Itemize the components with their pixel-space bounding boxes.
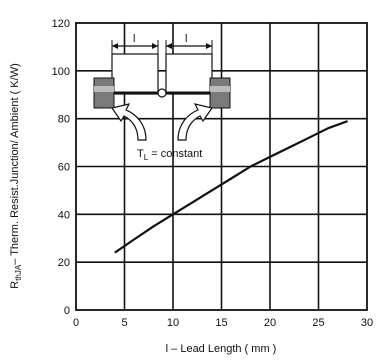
arrowhead-left <box>112 43 118 49</box>
x-tick-label: 0 <box>73 317 79 329</box>
heatsink-right <box>209 77 231 109</box>
y-tick-label: 60 <box>58 162 70 174</box>
x-tick-label: 25 <box>312 317 324 329</box>
y-tick-label: 80 <box>58 114 70 126</box>
lead-mounting-diagram: l l TL = constant <box>93 33 231 162</box>
constant-temperature-label: TL = constant <box>137 148 202 162</box>
y-tick-label: 100 <box>52 66 70 78</box>
lead-box-right <box>165 53 213 95</box>
y-tick-label: 40 <box>58 209 70 221</box>
x-tick-label: 30 <box>361 317 373 329</box>
lead-box-left <box>111 53 159 95</box>
x-tick-label: 5 <box>121 317 127 329</box>
arrowhead-right <box>206 43 212 49</box>
x-tick-label: 15 <box>215 317 227 329</box>
lead-length-label-right: l <box>185 33 187 45</box>
y-tick-label: 0 <box>64 305 70 317</box>
y-tick-label: 20 <box>58 257 70 269</box>
y-tick-label: 120 <box>52 18 70 30</box>
heat-arrow-right <box>177 103 213 141</box>
x-tick-label: 20 <box>264 317 276 329</box>
series-line <box>114 120 348 254</box>
plot-frame <box>75 22 368 311</box>
plot-area: 0 5 10 15 20 25 30 0 20 40 60 80 100 120 <box>52 18 373 329</box>
heat-arrow-left <box>111 103 147 141</box>
arrowhead-left <box>152 43 158 49</box>
heatsink-left <box>93 77 115 109</box>
arrowhead-right <box>166 43 172 49</box>
x-tick-label: 10 <box>167 317 179 329</box>
y-axis-label: RthJA– Therm. Resist.Junction/ Ambient (… <box>9 63 23 289</box>
diode-body <box>157 88 167 98</box>
lead-length-label-left: l <box>133 33 135 45</box>
x-axis-label: l – Lead Length ( mm ) <box>166 343 277 355</box>
